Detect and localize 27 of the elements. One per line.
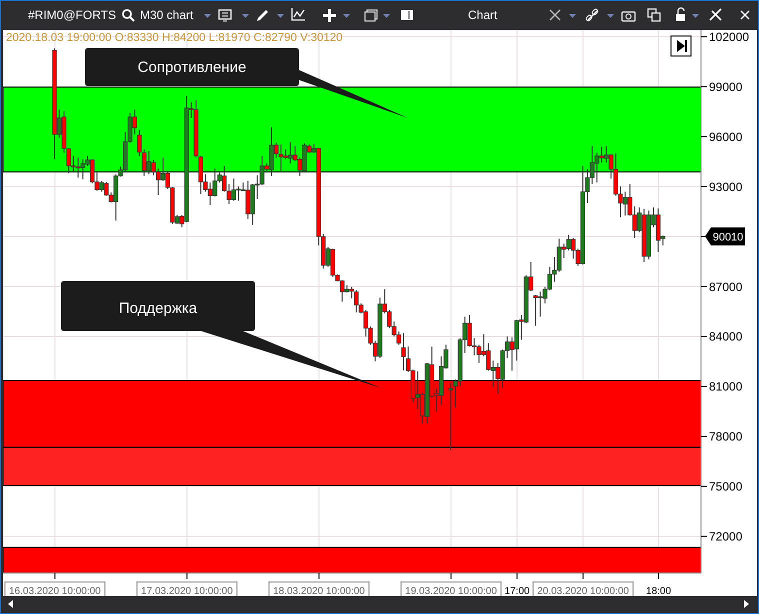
annotation: Поддержка <box>118 300 198 317</box>
x-tick-label: 18.03.2020 10:00:00 <box>273 586 366 597</box>
annotation: 2020.18.03 19:00:00 O:83330 H:84200 L:81970 C:82790 V:30120 <box>6 32 343 44</box>
x-tick-label: 19.03.2020 10:00:00 <box>405 586 498 597</box>
chart-subtitle: M30 chart <box>140 8 194 22</box>
y-tick-label: 99000 <box>709 80 743 94</box>
y-tick-label: 72000 <box>709 530 743 544</box>
annotation: Сопротивление <box>138 59 246 76</box>
y-tick-label: 87000 <box>709 280 743 294</box>
x-tick-label: 17.03.2020 10:00:00 <box>141 586 234 597</box>
y-tick-label: 81000 <box>709 380 743 394</box>
x-tick-label: 16.03.2020 10:00:00 <box>8 586 102 597</box>
x-tick-label: 18:00 <box>646 586 672 597</box>
y-tick-label: 102000 <box>709 30 750 44</box>
x-tick-label: 17:00 <box>504 586 530 597</box>
chart-title: #RIM0@FORTS <box>28 8 116 22</box>
y-tick-label: 96000 <box>709 130 743 144</box>
y-tick-label: 75000 <box>709 480 743 494</box>
y-tick-label: 78000 <box>709 430 743 444</box>
candlestick <box>401 332 406 371</box>
y-tick-label: 93000 <box>709 180 743 194</box>
text: 90010 <box>712 231 744 244</box>
candlestick <box>137 130 142 156</box>
y-tick-label: 84000 <box>709 330 743 344</box>
x-tick-label: 20.03.2020 10:00:00 <box>537 586 630 597</box>
candlestick <box>448 382 453 451</box>
text: Chart <box>468 8 498 22</box>
